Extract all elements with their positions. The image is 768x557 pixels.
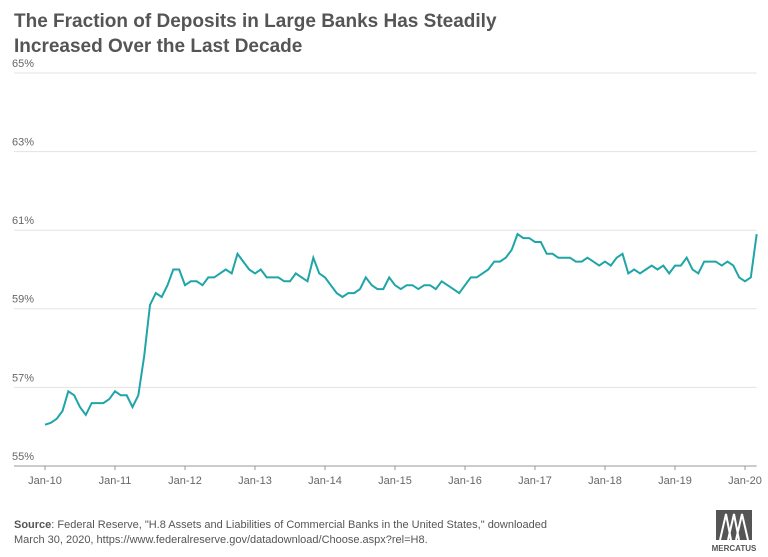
y-tick-label: 65% <box>12 58 34 70</box>
y-tick-label: 55% <box>12 451 34 463</box>
x-tick-label: Jan-10 <box>28 475 62 487</box>
logo-text: MERCATUS <box>712 544 757 553</box>
x-tick-label: Jan-14 <box>308 475 342 487</box>
source-text: March 30, 2020, https://www.federalreser… <box>14 534 428 546</box>
x-tick-label: Jan-15 <box>378 475 412 487</box>
logo-mark <box>719 513 749 541</box>
y-tick-label: 63% <box>12 137 34 149</box>
y-tick-label: 59% <box>12 294 34 306</box>
x-tick-label: Jan-20 <box>728 475 762 487</box>
data-line <box>44 232 758 426</box>
x-tick-label: Jan-12 <box>168 475 202 487</box>
logo: MERCATUS <box>712 510 757 553</box>
source-label: Source <box>14 519 51 531</box>
y-tick-label: 57% <box>12 372 34 384</box>
x-tick-label: Jan-18 <box>588 475 622 487</box>
source-text: : Federal Reserve, "H.8 Assets and Liabi… <box>51 519 547 531</box>
x-tick-label: Jan-13 <box>238 475 272 487</box>
x-tick-label: Jan-19 <box>658 475 692 487</box>
x-tick-label: Jan-17 <box>518 475 552 487</box>
x-tick-label: Jan-11 <box>99 475 132 487</box>
source-note: Source: Federal Reserve, "H.8 Assets and… <box>14 519 547 531</box>
chart-title: The Fraction of Deposits in Large Banks … <box>14 11 497 57</box>
y-tick-label: 61% <box>12 215 34 227</box>
x-tick-label: Jan-16 <box>448 475 482 487</box>
